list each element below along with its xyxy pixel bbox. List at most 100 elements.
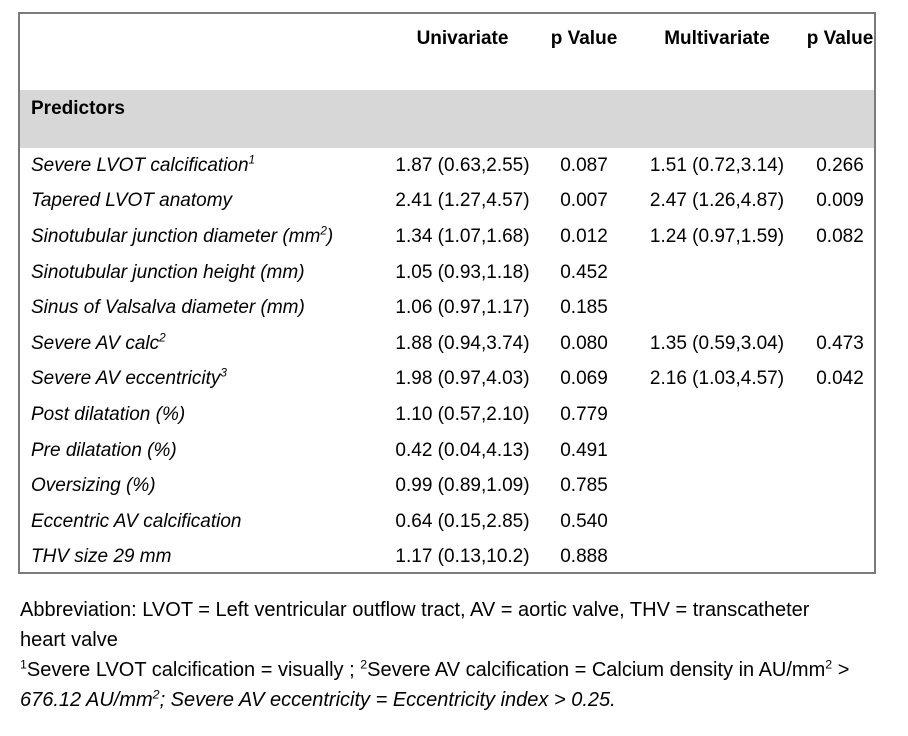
row-label: Tapered LVOT anatomy (20, 190, 385, 212)
row-label: THV size 29 mm (20, 546, 385, 568)
p-value-multivariate: 0.473 (816, 332, 864, 354)
header-multivariate: Multivariate (664, 28, 770, 49)
text-segment: Severe LVOT calcification (31, 154, 249, 176)
univariate-value: 0.64 (0.15,2.85) (395, 510, 530, 532)
text-segment: Severe LVOT calcification = visually ; (26, 659, 361, 681)
p-value-multivariate: 0.266 (816, 154, 864, 176)
table-row: Eccentric AV calcification 0.64 (0.15,2.8… (20, 504, 874, 540)
footnotes: Abbreviation: LVOT = Left ventricular ou… (20, 595, 888, 715)
row-label: Post dilatation (%) (20, 404, 385, 426)
p-value-univariate: 0.540 (560, 510, 608, 532)
table-row: Tapered LVOT anatomy 2.41 (1.27,4.57) 0.00… (20, 184, 874, 220)
row-label: Pre dilatation (%) (20, 440, 385, 462)
p-value-univariate: 0.080 (560, 332, 608, 354)
table-row: Severe AV eccentricity3 1.98 (0.97,4.03) 0… (20, 362, 874, 398)
univariate-value: 1.05 (0.93,1.18) (395, 261, 530, 283)
table-row: Oversizing (%) 0.99 (0.89,1.09) 0.785 (20, 468, 874, 504)
table-row: Severe LVOT calcification1 1.87 (0.63,2.5… (20, 148, 874, 184)
table-row: THV size 29 mm 1.17 (0.13,10.2) 0.888 (20, 540, 874, 576)
multivariate-value: 2.47 (1.26,4.87) (649, 190, 785, 212)
footnote-line: Abbreviation: LVOT = Left ventricular ou… (20, 595, 888, 655)
univariate-value: 1.87 (0.63,2.55) (395, 154, 530, 176)
text-segment: Oversizing (%) (31, 475, 156, 497)
text-segment: Pre dilatation (%) (31, 439, 177, 461)
header-empty-cell (20, 14, 385, 28)
row-label: Eccentric AV calcification (20, 511, 385, 533)
univariate-value: 1.98 (0.97,4.03) (395, 368, 530, 390)
p-value-univariate: 0.069 (560, 368, 608, 390)
table-header-row: Univariate p Value Multivariate p Value (20, 14, 874, 90)
text-segment: 1 (248, 153, 256, 167)
text-segment: > (832, 659, 850, 681)
text-segment: 2 (152, 687, 160, 702)
row-label: Sinotubular junction height (mm) (20, 262, 385, 284)
p-value-univariate: 0.779 (560, 403, 608, 425)
text-segment: Severe AV calc (31, 332, 160, 354)
p-value-univariate: 0.012 (560, 225, 608, 247)
p-value-univariate: 0.491 (560, 439, 608, 461)
p-value-univariate: 0.888 (560, 546, 608, 568)
p-value-multivariate: 0.009 (816, 190, 864, 212)
text-segment: Abbreviation: LVOT = Left ventricular ou… (20, 599, 810, 621)
text-segment: Sinus of Valsalva diameter (mm) (31, 297, 305, 319)
multivariate-value: 1.35 (0.59,3.04) (649, 332, 785, 354)
row-label: Severe LVOT calcification1 (20, 153, 385, 177)
p-value-univariate: 0.185 (560, 297, 608, 319)
text-segment: heart valve (20, 629, 118, 651)
table-body: Severe LVOT calcification1 1.87 (0.63,2.5… (20, 148, 874, 575)
text-segment: Sinotubular junction diameter (mm (31, 225, 321, 247)
univariate-value: 1.10 (0.57,2.10) (395, 403, 530, 425)
text-segment: Eccentric AV calcification (31, 510, 242, 532)
row-label: Severe AV eccentricity3 (20, 368, 385, 390)
univariate-value: 0.99 (0.89,1.09) (395, 475, 530, 497)
text-segment: THV size 29 mm (31, 546, 172, 568)
univariate-value: 1.17 (0.13,10.2) (395, 546, 530, 568)
text-segment: Sinotubular junction height (mm) (31, 261, 305, 283)
univariate-value: 0.42 (0.04,4.13) (395, 439, 530, 461)
univariate-value: 1.88 (0.94,3.74) (395, 332, 530, 354)
text-segment: 1 (20, 657, 27, 672)
univariate-value: 1.06 (0.97,1.17) (395, 297, 530, 319)
text-segment: Tapered LVOT anatomy (31, 190, 233, 212)
text-segment: 2 (825, 657, 833, 672)
multivariate-value: 2.16 (1.03,4.57) (649, 368, 785, 390)
p-value-univariate: 0.007 (560, 190, 608, 212)
text-segment: ) (326, 225, 334, 247)
univariate-value: 1.34 (1.07,1.68) (395, 225, 530, 247)
row-label: Sinotubular junction diameter (mm2) (20, 224, 385, 248)
text-segment: 2 (320, 224, 327, 238)
text-segment: Severe AV eccentricity (31, 368, 221, 390)
table-row: Sinus of Valsalva diameter (mm) 1.06 (0.9… (20, 290, 874, 326)
header-p-value-univariate: p Value (550, 28, 618, 49)
p-value-univariate: 0.452 (560, 261, 608, 283)
text-segment: 3 (220, 367, 227, 381)
table-row: Post dilatation (%) 1.10 (0.57,2.10) 0.779 (20, 397, 874, 433)
row-label: Sinus of Valsalva diameter (mm) (20, 297, 385, 319)
table-row: Sinotubular junction height (mm) 1.05 (0.… (20, 255, 874, 291)
text-segment: ; Severe AV eccentricity = Eccentricity … (159, 689, 616, 711)
header-p-value-multivariate: p Value (806, 28, 874, 49)
text-segment: 2 (159, 331, 166, 345)
multivariate-value: 1.51 (0.72,3.14) (649, 154, 785, 176)
results-table: Univariate p Value Multivariate p Value … (18, 12, 876, 574)
predictors-section-label: Predictors (31, 98, 125, 119)
text-segment: Post dilatation (%) (31, 403, 186, 425)
table-row: Sinotubular junction diameter (mm2) 1.34 … (20, 219, 874, 255)
univariate-value: 2.41 (1.27,4.57) (395, 190, 530, 212)
row-label: Severe AV calc2 (20, 331, 385, 355)
header-univariate: Univariate (416, 28, 509, 49)
table-row: Pre dilatation (%) 0.42 (0.04,4.13) 0.491 (20, 433, 874, 469)
text-segment: Severe AV calcification = Calcium densit… (367, 659, 826, 681)
p-value-univariate: 0.087 (560, 154, 608, 176)
row-label: Oversizing (%) (20, 475, 385, 497)
table-row: Severe AV calc2 1.88 (0.94,3.74) 0.080 1.35… (20, 326, 874, 362)
predictors-section-band: Predictors (20, 90, 874, 148)
multivariate-value: 1.24 (0.97,1.59) (649, 225, 785, 247)
footnote-line: 1Severe LVOT calcification = visually ; … (20, 655, 888, 715)
p-value-multivariate: 0.082 (816, 225, 864, 247)
text-segment: 676.12 AU/mm (20, 689, 153, 711)
p-value-multivariate: 0.042 (816, 368, 864, 390)
text-segment: 2 (360, 657, 368, 672)
p-value-univariate: 0.785 (560, 475, 608, 497)
